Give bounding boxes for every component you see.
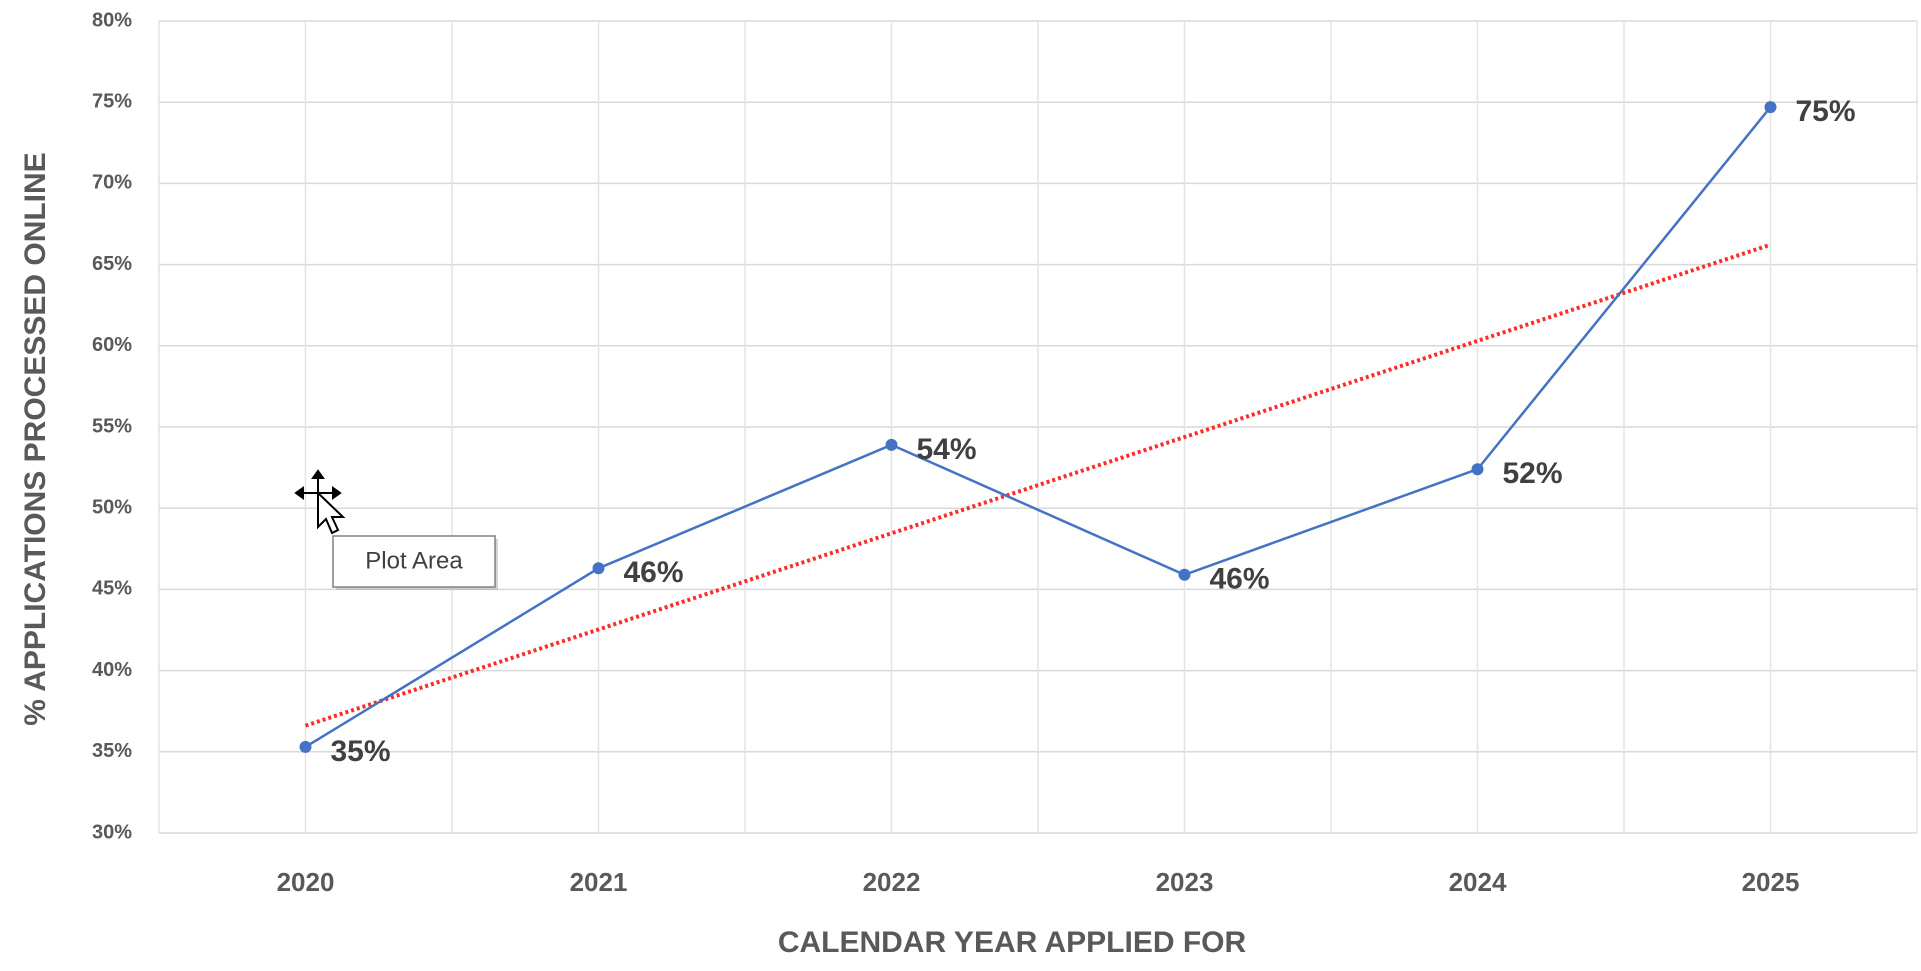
data-point [299,740,312,753]
y-tick-label: 60% [92,334,132,356]
data-label: 54% [917,433,977,466]
data-point [1178,568,1191,581]
y-tick-label: 35% [92,740,132,762]
tooltip-text: Plot Area [365,547,463,574]
y-tick-label: 30% [92,821,132,843]
y-tick-label: 50% [92,496,132,518]
x-tick-label: 2025 [1742,867,1800,897]
data-label: 75% [1796,95,1856,128]
series-line [304,106,1772,748]
data-label: 35% [331,735,391,768]
y-tick-label: 55% [92,415,132,437]
data-label: 46% [624,556,684,589]
y-tick-label: 75% [92,90,132,112]
y-tick-label: 45% [92,578,132,600]
data-label: 52% [1503,457,1563,490]
y-tick-label: 80% [92,9,132,31]
x-tick-label: 2022 [863,867,921,897]
x-axis-title: CALENDAR YEAR APPLIED FOR [778,926,1247,959]
x-tick-label: 2020 [277,867,335,897]
trendline [304,242,1772,728]
data-point [1764,101,1777,114]
x-tick-label: 2021 [570,867,628,897]
data-label: 46% [1210,563,1270,596]
x-tick-label: 2023 [1156,867,1214,897]
grid [158,20,1918,834]
x-tick-label: 2024 [1449,867,1507,897]
y-tick-label: 40% [92,659,132,681]
y-tick-label: 70% [92,172,132,194]
data-point [885,438,898,451]
cursor [294,469,346,535]
data-point [1471,463,1484,476]
plot-area[interactable]: 35% 46% 54% 46% 52% 75% [299,95,1856,768]
y-axis-title: % APPLICATIONS PROCESSED ONLINE [19,152,52,725]
data-point [592,562,605,575]
y-tick-label: 65% [92,253,132,275]
tooltip: Plot Area [332,535,498,590]
